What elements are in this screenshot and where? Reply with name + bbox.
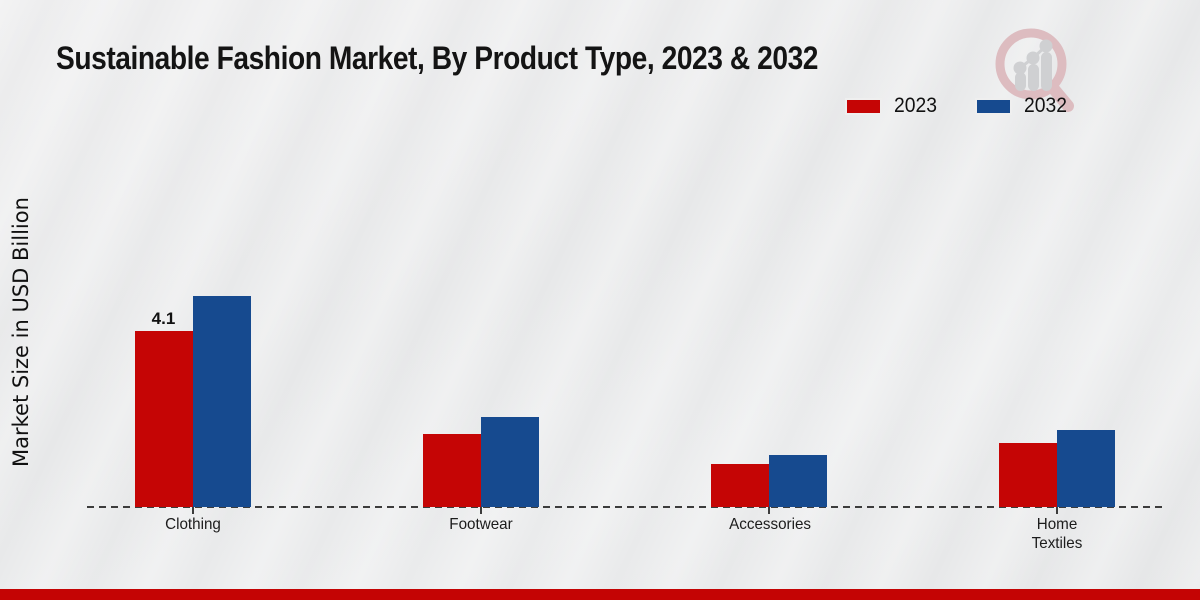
bar-2032-footwear [480, 416, 539, 507]
bar-2023-home-textiles [999, 442, 1058, 507]
legend-label-2023: 2023 [894, 94, 937, 117]
x-tick-clothing [191, 507, 194, 514]
category-label-home-textiles: Home Textiles [1031, 516, 1083, 552]
legend-label-2032: 2032 [1023, 94, 1067, 117]
magnifier-growth-chart-logo [995, 28, 1074, 112]
footer-accent-bar [0, 589, 1200, 600]
bar-2032-clothing [192, 296, 251, 507]
chart-title: Sustainable Fashion Market, By Product T… [56, 40, 819, 76]
legend-swatch-2032 [974, 97, 1012, 115]
bar-2023-accessories [710, 464, 769, 507]
bar-2023-clothing [134, 330, 193, 507]
bar-2023-footwear [422, 433, 481, 507]
legend: 2023 2032 [845, 94, 1070, 118]
x-axis-baseline [87, 506, 1163, 508]
x-tick-home-textiles [1056, 507, 1059, 514]
x-tick-accessories [767, 507, 770, 514]
bar-2032-home-textiles [1057, 429, 1116, 507]
category-label-footwear: Footwear [448, 516, 513, 533]
category-label-clothing: Clothing [164, 516, 221, 533]
legend-item-2032: 2032 [974, 94, 1071, 118]
value-label-2023-clothing: 4.1 [151, 308, 176, 328]
category-label-accessories: Accessories [728, 516, 811, 533]
x-tick-footwear [479, 507, 482, 514]
bar-2032-accessories [768, 455, 827, 507]
legend-item-2023: 2023 [845, 94, 941, 118]
legend-swatch-2023 [845, 97, 882, 115]
